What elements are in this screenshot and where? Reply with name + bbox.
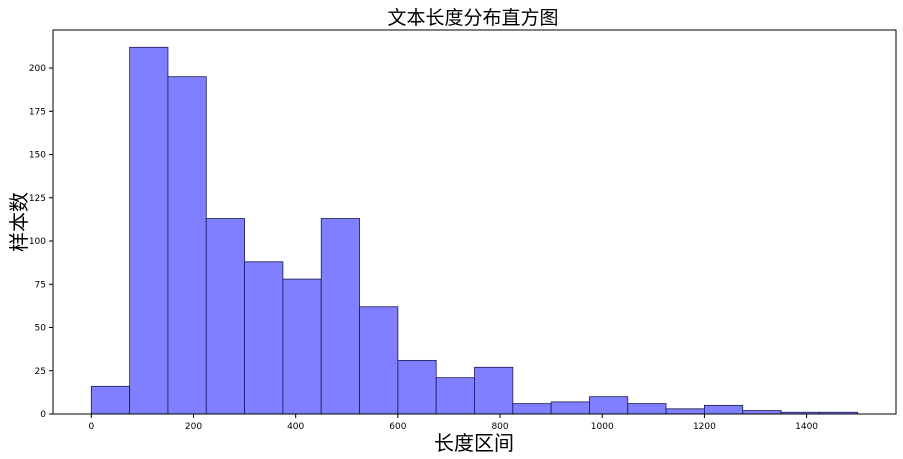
x-tick-label: 1400 [795, 422, 818, 432]
y-tick-label: 200 [29, 64, 46, 74]
histogram-bar [742, 410, 782, 415]
y-tick-label: 175 [29, 107, 46, 117]
histogram-bar [129, 46, 169, 415]
histogram-bar [90, 385, 131, 415]
y-tick-label: 25 [35, 367, 46, 377]
y-tick-label: 50 [35, 324, 47, 334]
x-axis: 0 200 400 600 800 1000 1200 1400 [88, 414, 818, 432]
histogram-bar [474, 366, 514, 415]
histogram-bar [704, 404, 744, 415]
histogram-bar [205, 218, 245, 415]
x-tick-label: 0 [88, 422, 94, 432]
histogram-bar [397, 359, 437, 415]
histogram-bar [282, 278, 322, 415]
y-tick-label: 150 [29, 151, 46, 161]
histogram-bar [589, 396, 629, 415]
y-tick-label: 100 [29, 237, 46, 247]
x-tick-label: 600 [389, 422, 406, 432]
y-axis-label: 样本数 [7, 192, 31, 252]
plot-frame [52, 29, 897, 415]
y-tick-label: 125 [29, 194, 46, 204]
x-tick-label: 800 [491, 422, 508, 432]
y-axis: 0 25 50 75 100 125 150 175 200 [29, 64, 53, 420]
x-tick-label: 200 [185, 422, 202, 432]
x-axis-label: 长度区间 [434, 431, 514, 455]
x-tick-label: 1200 [693, 422, 716, 432]
histogram-bar [627, 403, 667, 415]
x-tick-label: 1000 [591, 422, 614, 432]
histogram-bar [512, 403, 552, 415]
histogram-bar [435, 377, 475, 415]
histogram-bar [244, 261, 284, 415]
chart-title: 文本长度分布直方图 [387, 7, 558, 29]
histogram-bar [550, 401, 590, 415]
histogram-bar [167, 76, 207, 415]
histogram-bar [665, 408, 705, 415]
y-tick-label: 0 [40, 410, 46, 420]
bars-group [90, 46, 859, 415]
x-tick-label: 400 [287, 422, 304, 432]
y-tick-label: 75 [35, 280, 46, 290]
histogram-bar [320, 218, 360, 415]
histogram-bar [359, 306, 399, 415]
